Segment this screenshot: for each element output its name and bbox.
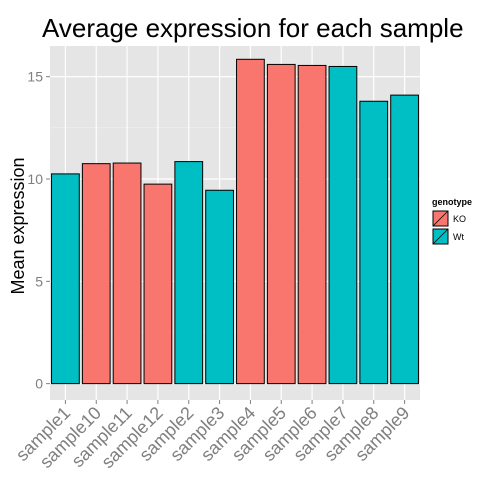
bars xyxy=(51,58,419,385)
legend-label-KO: KO xyxy=(453,214,466,224)
bar-sample3 xyxy=(205,189,234,385)
plot-panel xyxy=(50,46,420,400)
legend-key-slash xyxy=(432,228,449,245)
bar-sample8 xyxy=(359,100,389,385)
y-axis-label: Mean expression xyxy=(8,157,28,294)
chart-title: Average expression for each sample xyxy=(42,13,464,43)
bar-sample12 xyxy=(143,183,173,385)
y-tick-label: 5 xyxy=(35,273,43,289)
bar-sample4 xyxy=(236,58,265,385)
y-tick-label: 10 xyxy=(27,171,43,187)
bar-sample11 xyxy=(112,162,142,385)
bar-sample1 xyxy=(51,173,80,385)
bar-sample7 xyxy=(328,65,358,385)
bar-sample2 xyxy=(174,161,204,385)
bar-sample10 xyxy=(81,163,111,385)
y-tick-label: 0 xyxy=(35,376,43,392)
bar-sample5 xyxy=(266,63,296,385)
legend-key-slash xyxy=(432,210,449,227)
y-tick-label: 15 xyxy=(27,69,43,85)
legend: genotype KO Wt xyxy=(431,197,472,246)
bar-sample6 xyxy=(297,64,327,385)
legend-label-Wt: Wt xyxy=(453,232,464,242)
x-axis: sample1sample10sample11sample12sample2sa… xyxy=(12,400,413,472)
legend-title: genotype xyxy=(432,197,472,207)
bar-sample9 xyxy=(390,94,419,385)
y-axis: 0 5 10 15 xyxy=(27,69,50,392)
